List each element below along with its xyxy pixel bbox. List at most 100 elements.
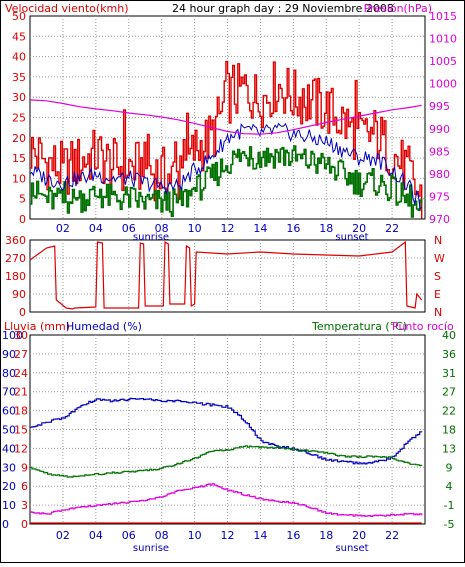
temperature-tick-label: 4	[446, 480, 453, 493]
wind-axis-label: Velocidad viento(kmh)	[5, 2, 129, 15]
pressure-line	[29, 99, 422, 135]
pressure-tick-label: 985	[429, 145, 450, 158]
rain-tick-label: 30	[14, 329, 28, 342]
wind-tick-label: 10	[12, 172, 26, 185]
humidity-tick-label: 90	[2, 348, 16, 361]
x-tick-label: 10	[188, 222, 202, 235]
rain-axis-label: Lluvia (mm)	[4, 320, 70, 333]
x-tick-label: 10	[188, 529, 202, 542]
direction-tick-label: 360	[5, 234, 26, 247]
rain-tick-label: 12	[14, 442, 28, 455]
compass-tick-label: S	[434, 270, 441, 283]
wind-speed-line	[30, 60, 423, 219]
temperature-line	[30, 445, 423, 478]
humidity-tick-label: 30	[2, 461, 16, 474]
temperature-tick-label: 18	[442, 424, 456, 437]
x-tick-label: 22	[385, 529, 399, 542]
humidity-line	[30, 397, 423, 465]
rain-humidity-temperature-plot-area	[29, 334, 426, 525]
humidity-tick-label: 80	[2, 367, 16, 380]
rain-tick-label: 15	[14, 424, 28, 437]
rain-tick-label: 3	[21, 499, 28, 512]
compass-tick-label: N	[434, 306, 442, 319]
humidity-tick-label: 60	[2, 405, 16, 418]
humidity-tick-label: 100	[2, 329, 23, 342]
pressure-tick-label: 1010	[429, 33, 457, 46]
pressure-tick-label: 995	[429, 100, 450, 113]
pressure-tick-label: 970	[429, 213, 450, 226]
humidity-tick-label: 10	[2, 499, 16, 512]
temperature-tick-label: 22	[442, 405, 456, 418]
wind-tick-label: 50	[12, 10, 26, 23]
wind-average-line	[29, 122, 423, 211]
direction-tick-label: 270	[5, 252, 26, 265]
pressure-axis-label: Presión(hPa)	[364, 2, 432, 15]
direction-tick-label: 0	[19, 306, 26, 319]
temperature-tick-label: -5	[444, 518, 455, 531]
x-tick-label: 04	[89, 529, 103, 542]
wind-tick-label: 20	[12, 132, 26, 145]
sunset-label-top: sunset	[335, 232, 368, 243]
wind-tick-label: 45	[12, 30, 26, 43]
wind-tick-label: 25	[12, 112, 26, 125]
direction-tick-label: 90	[12, 288, 26, 301]
x-tick-label: 12	[221, 222, 235, 235]
temperature-tick-label: -1	[444, 499, 455, 512]
rain-tick-label: 9	[21, 461, 28, 474]
x-tick-label: 14	[253, 222, 267, 235]
wind-tick-label: 30	[12, 91, 26, 104]
x-tick-label: 12	[221, 529, 235, 542]
rain-tick-label: 27	[14, 348, 28, 361]
wind-tick-label: 0	[19, 213, 26, 226]
compass-tick-label: W	[434, 252, 445, 265]
x-tick-label: 06	[122, 222, 136, 235]
pressure-tick-label: 975	[429, 190, 450, 203]
x-tick-label: 04	[89, 222, 103, 235]
sunrise-label-top: sunrise	[133, 232, 169, 243]
dewpoint-line	[30, 483, 423, 517]
rain-tick-label: 0	[21, 518, 28, 531]
x-tick-label: 16	[286, 529, 300, 542]
temperature-tick-label: 31	[442, 367, 456, 380]
wind-tick-label: 40	[12, 51, 26, 64]
wind-tick-label: 15	[12, 152, 26, 165]
temperature-tick-label: 9	[446, 461, 453, 474]
compass-tick-label: E	[434, 288, 441, 301]
direction-tick-label: 180	[5, 270, 26, 283]
temperature-tick-label: 36	[442, 348, 456, 361]
pressure-tick-label: 990	[429, 123, 450, 136]
compass-tick-label: N	[434, 234, 442, 247]
wind-gust-line	[30, 145, 423, 218]
humidity-tick-label: 50	[2, 424, 16, 437]
x-tick-label: 18	[319, 529, 333, 542]
humidity-tick-label: 0	[2, 518, 9, 531]
humidity-tick-label: 70	[2, 386, 16, 399]
x-tick-label: 08	[155, 222, 169, 235]
x-tick-label: 20	[352, 529, 366, 542]
rain-tick-label: 6	[21, 480, 28, 493]
temperature-tick-label: 40	[442, 329, 456, 342]
humidity-tick-label: 20	[2, 480, 16, 493]
humidity-axis-label: Humedad (%)	[66, 320, 142, 333]
x-tick-label: 06	[122, 529, 136, 542]
pressure-tick-label: 1015	[429, 10, 457, 23]
x-tick-label: 02	[56, 222, 70, 235]
x-tick-label: 16	[286, 222, 300, 235]
x-tick-label: 22	[385, 222, 399, 235]
x-tick-label: 02	[56, 529, 70, 542]
sunrise-label-bottom: sunrise	[133, 543, 169, 554]
pressure-tick-label: 980	[429, 168, 450, 181]
dewpoint-axis-label: Punto rocío	[392, 320, 454, 333]
wind-tick-label: 5	[19, 193, 26, 206]
rain-tick-label: 21	[14, 386, 28, 399]
x-tick-label: 08	[155, 529, 169, 542]
x-tick-label: 14	[253, 529, 267, 542]
humidity-tick-label: 40	[2, 442, 16, 455]
wind-direction-line	[29, 240, 423, 310]
x-tick-label: 18	[319, 222, 333, 235]
rain-tick-label: 24	[14, 367, 28, 380]
wind-tick-label: 35	[12, 71, 26, 84]
